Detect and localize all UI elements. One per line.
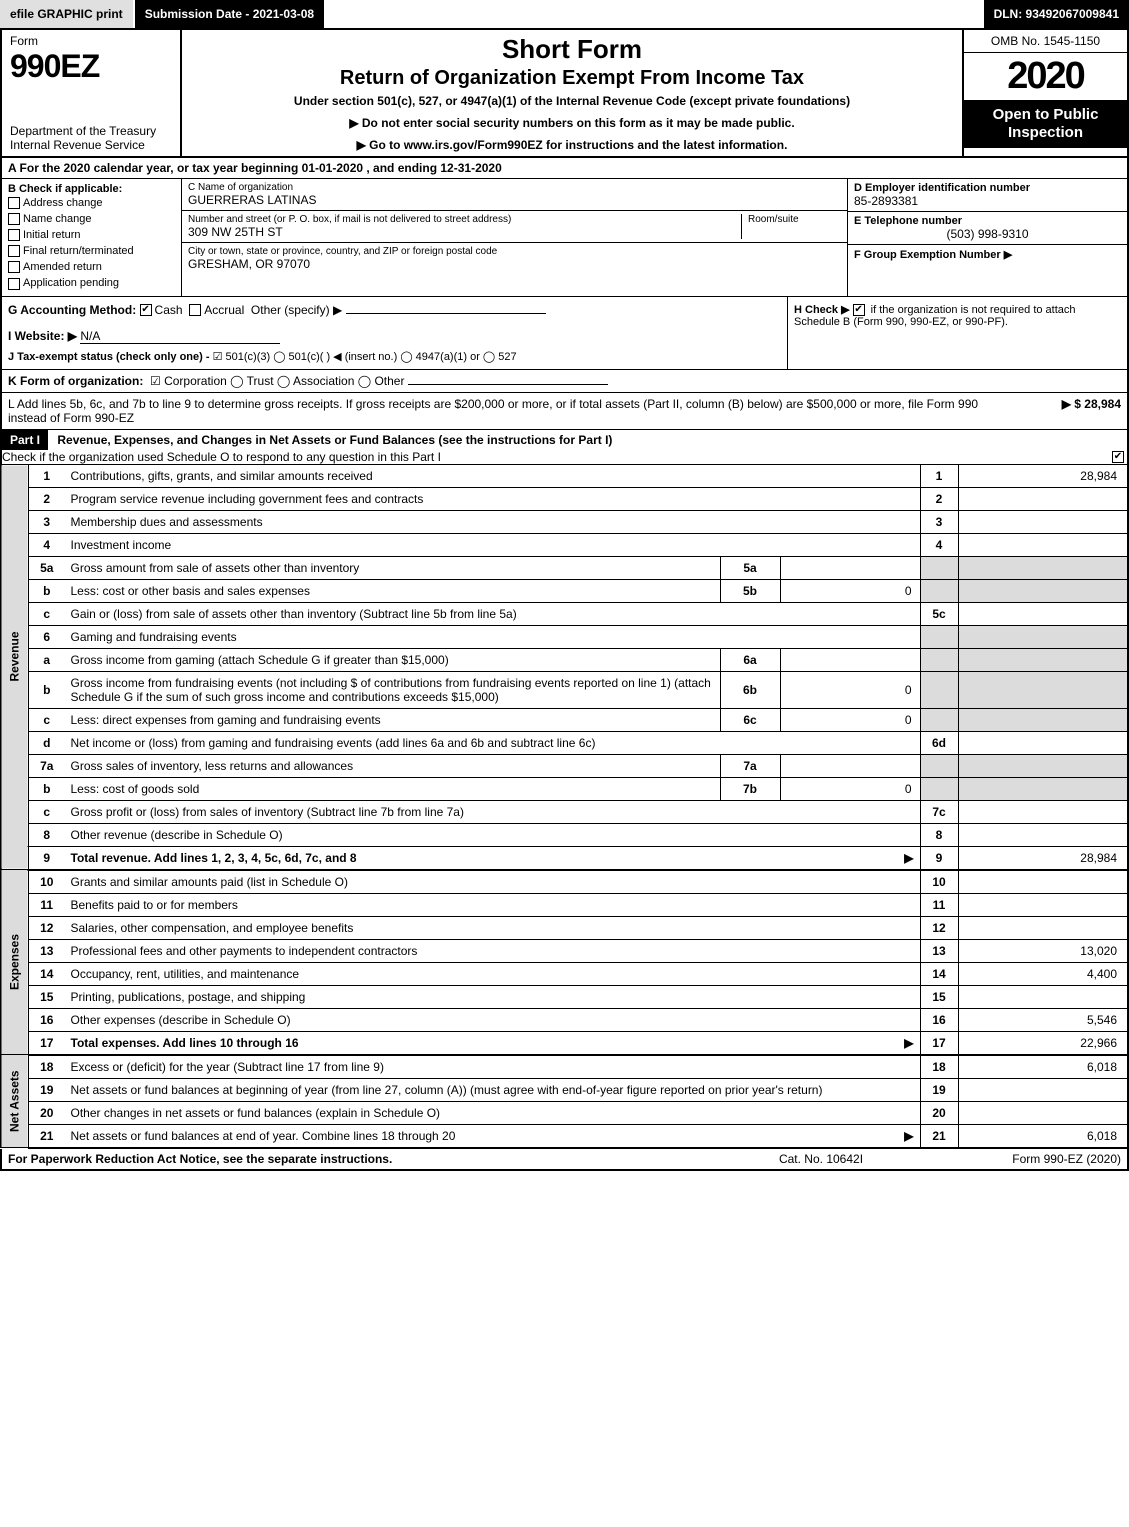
org-name: GUERRERAS LATINAS	[188, 193, 841, 207]
city-label: City or town, state or province, country…	[188, 246, 841, 257]
sidelabel-expenses: Expenses	[1, 870, 29, 1055]
box-g: G Accounting Method: Cash Accrual Other …	[8, 303, 781, 317]
part1-sub: Check if the organization used Schedule …	[2, 450, 441, 464]
addr: 309 NW 25TH ST	[188, 225, 741, 239]
chk-application-pending[interactable]: Application pending	[8, 275, 175, 291]
line13-amt: 13,020	[958, 939, 1128, 962]
org-name-label: C Name of organization	[188, 182, 841, 193]
section-text: Under section 501(c), 527, or 4947(a)(1)…	[186, 94, 958, 108]
form-ref: Form 990-EZ (2020)	[921, 1152, 1121, 1166]
chk-amended-return[interactable]: Amended return	[8, 259, 175, 275]
group-exemption-label: F Group Exemption Number ▶	[854, 248, 1121, 261]
box-c: C Name of organization GUERRERAS LATINAS…	[182, 179, 847, 296]
row-a-taxyear: A For the 2020 calendar year, or tax yea…	[0, 158, 1129, 179]
title-short-form: Short Form	[186, 34, 958, 65]
sidelabel-revenue: Revenue	[1, 465, 29, 847]
open-to-public: Open to Public Inspection	[964, 100, 1127, 148]
chk-address-change[interactable]: Address change	[8, 195, 175, 211]
box-k: K Form of organization: ☑ Corporation ◯ …	[0, 370, 1129, 393]
box-l: L Add lines 5b, 6c, and 7b to line 9 to …	[0, 393, 1129, 430]
header-center: Short Form Return of Organization Exempt…	[182, 30, 962, 156]
chk-accrual[interactable]	[189, 304, 201, 316]
phone: (503) 998-9310	[854, 227, 1121, 241]
part1-header: Part I Revenue, Expenses, and Changes in…	[0, 430, 1129, 465]
box-b: B Check if applicable: Address change Na…	[2, 179, 182, 296]
line9-total-revenue: 28,984	[958, 846, 1128, 870]
line14-amt: 4,400	[958, 962, 1128, 985]
title-return: Return of Organization Exempt From Incom…	[186, 67, 958, 90]
form-number: 990EZ	[10, 48, 172, 85]
irs-link[interactable]: ▶ Go to www.irs.gov/Form990EZ for instru…	[186, 138, 958, 152]
box-j: J Tax-exempt status (check only one) - ☑…	[8, 350, 781, 363]
box-h: H Check ▶ if the organization is not req…	[787, 297, 1127, 369]
department: Department of the Treasury Internal Reve…	[10, 124, 156, 152]
line16-amt: 5,546	[958, 1008, 1128, 1031]
cat-no: Cat. No. 10642I	[721, 1152, 921, 1166]
dln: DLN: 93492067009841	[984, 0, 1129, 28]
box-def: D Employer identification number 85-2893…	[847, 179, 1127, 296]
chk-final-return[interactable]: Final return/terminated	[8, 243, 175, 259]
part1-lines-table: Revenue 1 Contributions, gifts, grants, …	[0, 465, 1129, 1149]
city: GRESHAM, OR 97070	[188, 257, 841, 271]
part1-title: Revenue, Expenses, and Changes in Net As…	[57, 433, 612, 447]
gross-receipts: ▶ $ 28,984	[1001, 397, 1121, 425]
addr-label: Number and street (or P. O. box, if mail…	[188, 214, 741, 225]
chk-cash[interactable]	[140, 304, 152, 316]
spacer	[326, 0, 983, 28]
paperwork-notice: For Paperwork Reduction Act Notice, see …	[8, 1152, 721, 1166]
chk-schedule-b[interactable]	[853, 304, 865, 316]
chk-initial-return[interactable]: Initial return	[8, 227, 175, 243]
header-left: Form 990EZ Department of the Treasury In…	[2, 30, 182, 156]
chk-name-change[interactable]: Name change	[8, 211, 175, 227]
row-gh: G Accounting Method: Cash Accrual Other …	[0, 297, 1129, 370]
page-footer: For Paperwork Reduction Act Notice, see …	[0, 1149, 1129, 1171]
ssn-warning: ▶ Do not enter social security numbers o…	[186, 116, 958, 130]
phone-label: E Telephone number	[854, 215, 1121, 227]
ein-label: D Employer identification number	[854, 182, 1121, 194]
line17-total-expenses: 22,966	[958, 1031, 1128, 1055]
efile-button[interactable]: efile GRAPHIC print	[0, 0, 135, 28]
entity-block: B Check if applicable: Address change Na…	[0, 179, 1129, 297]
omb-number: OMB No. 1545-1150	[964, 30, 1127, 53]
box-i: I Website: ▶ N/A	[8, 329, 781, 344]
website-value: N/A	[80, 329, 280, 344]
submission-date: Submission Date - 2021-03-08	[135, 0, 326, 28]
form-label: Form	[10, 34, 172, 48]
form-header: Form 990EZ Department of the Treasury In…	[0, 28, 1129, 158]
room-label: Room/suite	[748, 214, 841, 225]
top-bar: efile GRAPHIC print Submission Date - 20…	[0, 0, 1129, 28]
line1-amt: 28,984	[958, 465, 1128, 488]
header-right: OMB No. 1545-1150 2020 Open to Public In…	[962, 30, 1127, 156]
line21-net-assets: 6,018	[958, 1124, 1128, 1148]
box-b-label: B Check if applicable:	[8, 183, 175, 195]
line18-amt: 6,018	[958, 1055, 1128, 1079]
ein: 85-2893381	[854, 194, 1121, 208]
tax-year: 2020	[964, 53, 1127, 100]
chk-schedule-o[interactable]	[1112, 451, 1124, 463]
sidelabel-netassets: Net Assets	[1, 1055, 29, 1148]
